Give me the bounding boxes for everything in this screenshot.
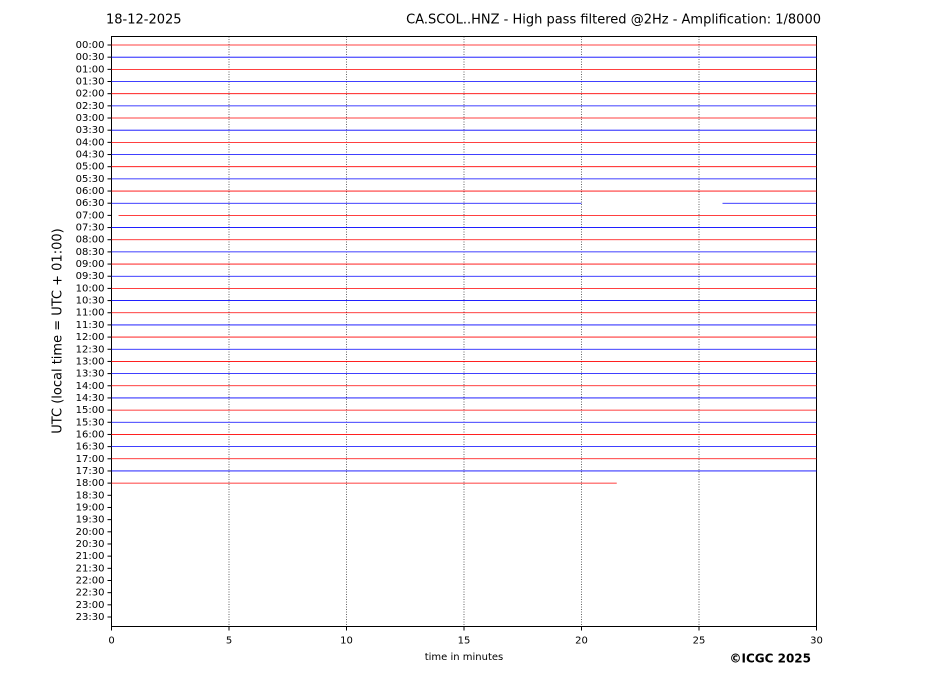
y-tick-label: 02:00 [76, 89, 105, 100]
y-tick-label: 01:00 [76, 64, 105, 75]
x-tick-label: 15 [458, 636, 471, 647]
y-tick-label: 08:00 [76, 235, 105, 246]
y-tick-label: 04:00 [76, 137, 105, 148]
y-tick-label: 01:30 [76, 77, 105, 88]
y-tick-label: 19:30 [76, 515, 105, 526]
x-axis-label: time in minutes [425, 652, 504, 663]
y-tick-label: 02:30 [76, 101, 105, 112]
y-tick-label: 21:30 [76, 563, 105, 574]
y-tick-label: 07:30 [76, 223, 105, 234]
y-tick-label: 15:00 [76, 405, 105, 416]
y-tick-label: 21:00 [76, 551, 105, 562]
y-tick-label: 05:30 [76, 174, 105, 185]
y-tick-label: 10:00 [76, 283, 105, 294]
copyright: ©ICGC 2025 [729, 652, 811, 666]
y-tick-label: 14:30 [76, 393, 105, 404]
y-tick-label: 05:00 [76, 162, 105, 173]
y-tick-label: 18:00 [76, 478, 105, 489]
y-tick-label: 00:00 [76, 40, 105, 51]
y-tick-label: 13:30 [76, 369, 105, 380]
y-tick-label: 08:30 [76, 247, 105, 258]
y-tick-label: 20:00 [76, 527, 105, 538]
y-tick-label: 20:30 [76, 539, 105, 550]
x-tick-label: 25 [693, 636, 706, 647]
y-tick-label: 10:30 [76, 296, 105, 307]
chart-date: 18-12-2025 [106, 13, 182, 28]
x-tick-label: 0 [108, 636, 114, 647]
y-tick-label: 16:00 [76, 429, 105, 440]
y-tick-label: 11:00 [76, 308, 105, 319]
y-tick-label: 19:00 [76, 502, 105, 513]
y-axis-label: UTC (local time = UTC + 01:00) [51, 228, 66, 433]
y-tick-label: 04:30 [76, 150, 105, 161]
y-tick-label: 07:00 [76, 210, 105, 221]
y-tick-label: 12:00 [76, 332, 105, 343]
y-tick-label: 03:00 [76, 113, 105, 124]
x-tick-label: 5 [226, 636, 232, 647]
y-tick-label: 17:00 [76, 454, 105, 465]
y-tick-label: 18:30 [76, 490, 105, 501]
y-tick-label: 06:30 [76, 198, 105, 209]
chart-title: CA.SCOL..HNZ - High pass filtered @2Hz -… [406, 13, 821, 28]
y-tick-label: 15:30 [76, 417, 105, 428]
y-tick-label: 22:30 [76, 588, 105, 599]
y-tick-label: 13:00 [76, 356, 105, 367]
y-tick-label: 09:00 [76, 259, 105, 270]
y-tick-label: 16:30 [76, 442, 105, 453]
y-tick-label: 14:00 [76, 381, 105, 392]
y-tick-label: 17:30 [76, 466, 105, 477]
y-tick-label: 12:30 [76, 344, 105, 355]
y-tick-label: 03:30 [76, 125, 105, 136]
y-tick-label: 09:30 [76, 271, 105, 282]
y-tick-label: 11:30 [76, 320, 105, 331]
y-tick-label: 23:30 [76, 612, 105, 623]
y-tick-label: 23:00 [76, 600, 105, 611]
y-tick-label: 22:00 [76, 575, 105, 586]
x-tick-label: 10 [340, 636, 353, 647]
y-tick-label: 00:30 [76, 52, 105, 63]
x-tick-label: 30 [810, 636, 823, 647]
y-tick-label: 06:00 [76, 186, 105, 197]
x-tick-label: 20 [575, 636, 588, 647]
